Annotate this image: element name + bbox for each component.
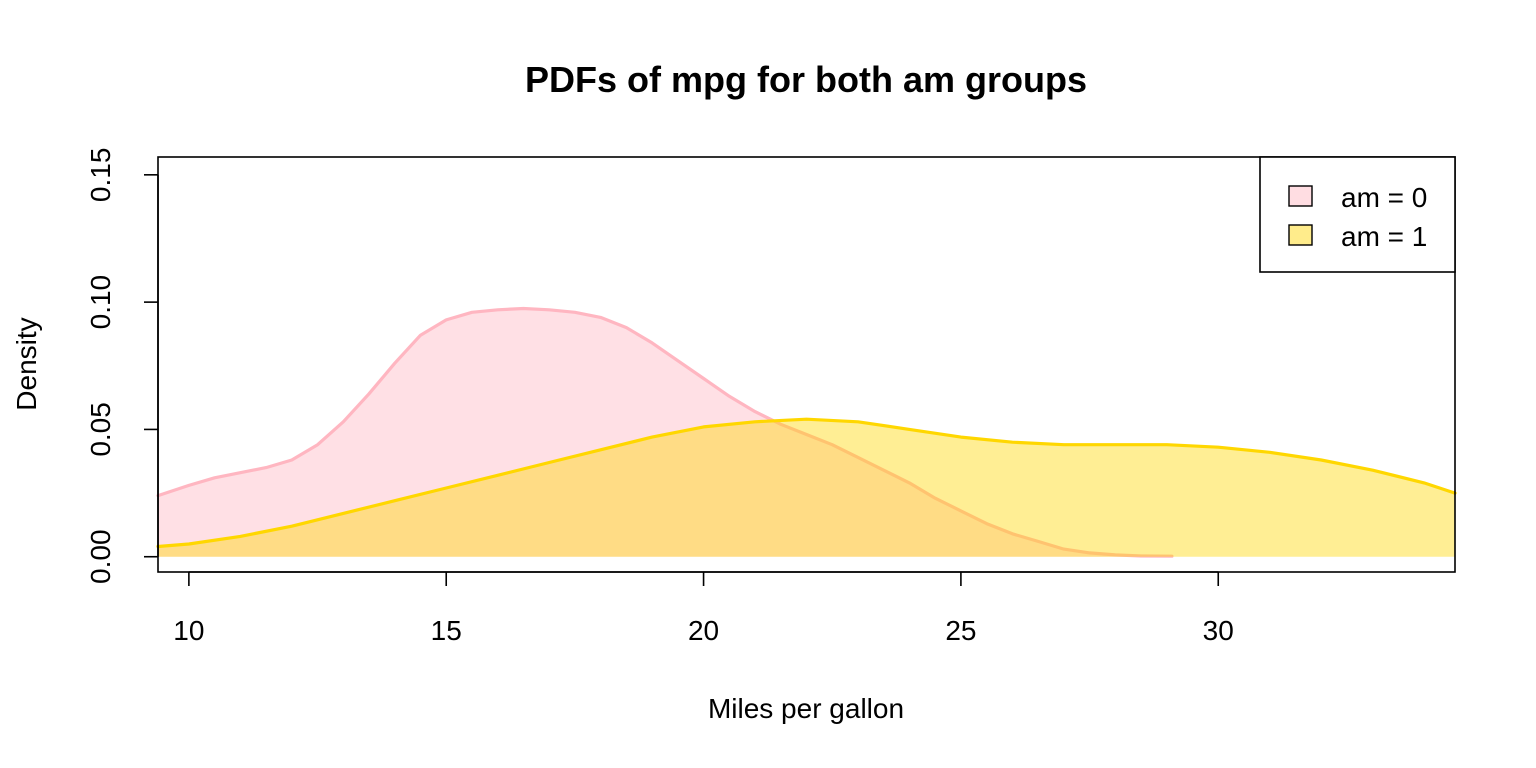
y-tick-label: 0.00 (85, 529, 116, 584)
y-tick-label: 0.10 (85, 275, 116, 330)
chart-title: PDFs of mpg for both am groups (525, 59, 1087, 100)
legend-swatch-am0 (1288, 185, 1313, 207)
series-line-am0 (156, 306, 1174, 558)
legend-box (1259, 156, 1456, 273)
x-tick-label: 25 (945, 615, 976, 646)
x-tick-label: 15 (431, 615, 462, 646)
x-axis: 10 15 20 25 30 (173, 571, 1234, 646)
legend-label-am1: am = 1 (1341, 221, 1427, 252)
y-tick-label: 0.05 (85, 402, 116, 457)
x-tick-label: 10 (173, 615, 204, 646)
legend-swatch-am1 (1288, 224, 1313, 246)
y-axis: 0.00 0.05 0.10 0.15 (85, 148, 159, 584)
x-tick-label: 20 (688, 615, 719, 646)
legend-label-am0: am = 0 (1341, 182, 1427, 213)
x-axis-label: Miles per gallon (708, 693, 904, 724)
x-tick-label: 30 (1203, 615, 1234, 646)
series-layer (156, 306, 1457, 558)
y-tick-label: 0.15 (85, 148, 116, 203)
series-area-am1 (158, 419, 1455, 557)
series-line-am1 (156, 417, 1457, 549)
y-axis-label: Density (11, 317, 42, 410)
series-area-am0 (158, 308, 1172, 557)
legend: am = 0 am = 1 (1259, 156, 1456, 273)
